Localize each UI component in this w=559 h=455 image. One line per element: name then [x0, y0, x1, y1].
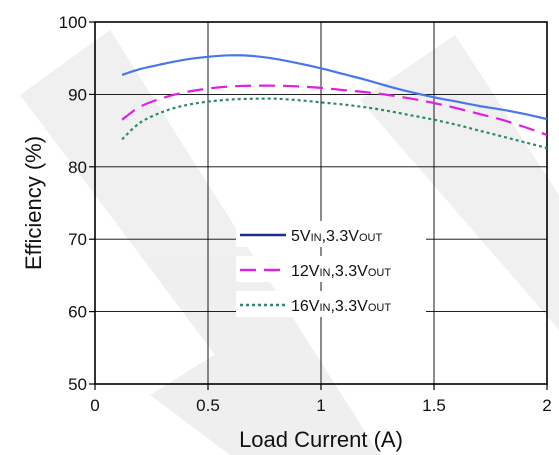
series-line-1 [121, 54, 548, 121]
x-tick-label: 0 [90, 396, 99, 415]
y-tick-label: 100 [59, 13, 87, 32]
y-tick-label: 90 [68, 85, 87, 104]
x-axis-title: Load Current (A) [239, 427, 403, 452]
legend-label-1: 5VIN,3.3VOUT [291, 228, 382, 245]
y-tick-label: 60 [68, 303, 87, 322]
y-tick-label: 70 [68, 230, 87, 249]
legend-label-2: 12VIN,3.3VOUT [291, 263, 391, 280]
legend-label-3: 16VIN,3.3VOUT [291, 298, 391, 315]
x-tick-label: 1.5 [422, 396, 446, 415]
y-tick-label: 80 [68, 158, 87, 177]
y-axis-title: Efficiency (%) [21, 136, 46, 270]
x-tick-labels: 0 0.5 1 1.5 2 [90, 384, 552, 415]
watermark [20, 30, 559, 455]
y-tick-label: 50 [68, 375, 87, 394]
legend: 5VIN,3.3VOUT 12VIN,3.3VOUT 16VIN,3.3VOUT [236, 221, 426, 317]
x-tick-label: 2 [542, 396, 551, 415]
grid [95, 22, 547, 384]
legend-bg [236, 291, 426, 317]
series-line-2 [121, 84, 548, 136]
series-line-3 [121, 97, 548, 150]
x-tick-label: 1 [316, 396, 325, 415]
series-layer [121, 54, 548, 150]
x-tick-label: 0.5 [196, 396, 220, 415]
y-tick-labels: 50 60 70 80 90 100 [59, 13, 95, 394]
